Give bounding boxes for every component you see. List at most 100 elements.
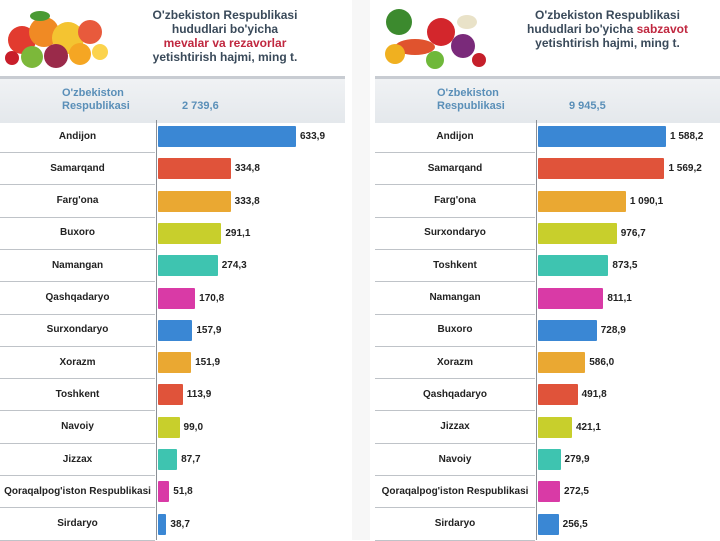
chart-row: Navoiy 99,0 [0, 411, 345, 444]
chart-row: Navoiy 279,9 [375, 443, 720, 476]
category-label: Navoiy [0, 411, 155, 444]
bar [158, 319, 193, 341]
vegetable-chart-header: O'zbekiston Respublikasi hududlari bo'yi… [375, 0, 720, 76]
chart-row: Farg'ona 333,8 [0, 185, 345, 218]
category-label: Namangan [375, 282, 535, 315]
chart-row: Qoraqalpog'iston Respublikasi 51,8 [0, 475, 345, 509]
chart-row: Samarqand 1 569,2 [375, 152, 720, 186]
bar [158, 190, 231, 212]
bar-value-label: 1 569,2 [668, 163, 702, 175]
fruit-illustration-icon [5, 11, 108, 68]
category-label: Qoraqalpog'iston Respublikasi [0, 475, 155, 509]
category-label: Toshkent [375, 249, 535, 283]
bar-value-label: 976,7 [620, 227, 646, 239]
category-label: Sirdaryo [0, 508, 155, 541]
category-label: Jizzax [0, 443, 155, 476]
title-line-1: O'zbekiston Respublikasi [535, 8, 680, 22]
title-line-1: O'zbekiston Respublikasi [152, 8, 298, 22]
bar [158, 222, 222, 244]
bar [158, 255, 218, 277]
category-label: Andijon [375, 120, 535, 153]
bar [538, 513, 559, 535]
vegetable-illustration-icon [385, 9, 486, 69]
chart-row: Andijon 633,9 [0, 120, 345, 153]
chart-row: Xorazm 586,0 [375, 346, 720, 380]
total-value: 9 945,5 [569, 100, 606, 112]
fruit-total-row: O'zbekiston Respublikasi 2 739,6 [0, 76, 345, 123]
bar-value-label: 633,9 [300, 131, 326, 142]
bar-value-label: 421,1 [575, 421, 601, 433]
bar-value-label: 291,1 [225, 227, 251, 239]
bar-value-label: 38,7 [170, 518, 190, 530]
vegetable-chart-panel: O'zbekiston Respublikasi hududlari bo'yi… [375, 0, 720, 541]
title-line-2-prefix: hududlari bo'yicha [527, 22, 634, 36]
bar [158, 449, 178, 470]
bar-value-label: 51,8 [173, 486, 193, 498]
chart-row: Xorazm 151,9 [0, 346, 345, 380]
category-label: Qashqadaryo [0, 282, 155, 315]
chart-row: Jizzax 87,7 [0, 443, 345, 476]
chart-row: Namangan 274,3 [0, 249, 345, 283]
bar-value-label: 170,8 [199, 292, 225, 304]
bar [538, 449, 561, 470]
category-label: Farg'ona [375, 185, 535, 218]
bar-value-label: 113,9 [186, 389, 212, 401]
bar [538, 222, 617, 244]
chart-row: Qashqadaryo 170,8 [0, 282, 345, 315]
chart-row: Buxoro 728,9 [375, 314, 720, 347]
bar [158, 481, 170, 503]
total-label: O'zbekiston Respublikasi [437, 87, 505, 113]
bar-value-label: 87,7 [181, 454, 201, 465]
fruit-chart-panel: O'zbekiston Respublikasi hududlari bo'yi… [0, 0, 345, 541]
chart-row: Buxoro 291,1 [0, 217, 345, 250]
bar [538, 158, 665, 180]
chart-row: Toshkent 113,9 [0, 378, 345, 412]
bar-value-label: 279,9 [564, 454, 590, 465]
bar [158, 158, 231, 180]
bar [538, 126, 666, 147]
category-label: Xorazm [375, 346, 535, 380]
chart-row: Sirdaryo 38,7 [0, 508, 345, 541]
chart-row: Qashqadaryo 491,8 [375, 378, 720, 412]
category-label: Sirdaryo [375, 508, 535, 541]
chart-row: Jizzax 421,1 [375, 411, 720, 444]
category-label: Samarqand [375, 152, 535, 186]
bar [158, 513, 167, 535]
title-highlight: sabzavot [636, 22, 688, 36]
vegetable-total-row: O'zbekiston Respublikasi 9 945,5 [375, 76, 720, 123]
category-label: Namangan [0, 249, 155, 283]
title-line-2: hududlari bo'yicha sabzavot [495, 22, 720, 36]
bar [538, 319, 597, 341]
chart-row: Sirdaryo 256,5 [375, 508, 720, 541]
bar [538, 384, 578, 406]
title-tail: yetishtirish hajmi, ming t. [535, 36, 680, 50]
total-label-line-2: Respublikasi [437, 100, 505, 112]
title-tail: yetishtirish hajmi, ming t. [152, 50, 298, 64]
category-label: Qoraqalpog'iston Respublikasi [375, 475, 535, 509]
fruit-chart-header: O'zbekiston Respublikasi hududlari bo'yi… [0, 0, 345, 76]
total-label-line-2: Respublikasi [62, 100, 130, 112]
chart-row: Qoraqalpog'iston Respublikasi 272,5 [375, 475, 720, 509]
bar [538, 190, 626, 212]
category-label: Surxondaryo [375, 217, 535, 250]
chart-row: Surxondaryo 976,7 [375, 217, 720, 250]
bar [538, 352, 586, 374]
bar-value-label: 728,9 [600, 324, 626, 336]
chart-row: Farg'ona 1 090,1 [375, 185, 720, 218]
category-label: Samarqand [0, 152, 155, 186]
bar [158, 126, 296, 147]
bar-value-label: 873,5 [612, 260, 638, 272]
title-highlight: mevalar va rezavorlar [163, 36, 287, 50]
total-label-line-1: O'zbekiston [437, 87, 499, 99]
total-label-line-1: O'zbekiston [62, 87, 124, 99]
category-label: Buxoro [0, 217, 155, 250]
bar-value-label: 157,9 [196, 324, 222, 336]
chart-row: Toshkent 873,5 [375, 249, 720, 283]
bar [538, 416, 572, 438]
chart-axis [536, 120, 537, 540]
panel-divider [352, 0, 370, 540]
vegetable-chart-title: O'zbekiston Respublikasi hududlari bo'yi… [495, 8, 720, 50]
category-label: Surxondaryo [0, 314, 155, 347]
bar [158, 287, 196, 309]
bar-value-label: 1 090,1 [629, 195, 664, 207]
